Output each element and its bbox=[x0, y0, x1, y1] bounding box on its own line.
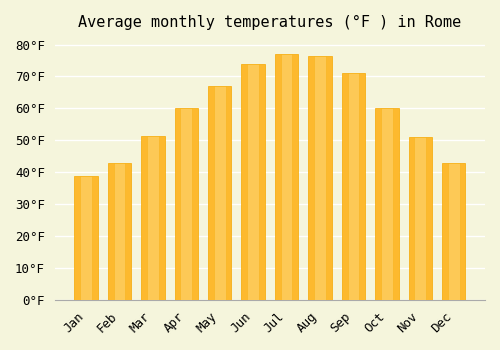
Title: Average monthly temperatures (°F ) in Rome: Average monthly temperatures (°F ) in Ro… bbox=[78, 15, 462, 30]
Bar bbox=[208, 86, 232, 300]
Bar bbox=[248, 64, 259, 300]
Bar bbox=[280, 54, 292, 300]
Bar bbox=[414, 137, 426, 300]
Bar bbox=[275, 54, 298, 300]
Bar bbox=[308, 56, 332, 300]
Bar bbox=[375, 108, 398, 300]
Bar bbox=[408, 137, 432, 300]
Bar bbox=[214, 86, 226, 300]
Bar bbox=[448, 163, 460, 300]
Bar bbox=[74, 176, 98, 300]
Bar bbox=[147, 135, 158, 300]
Bar bbox=[342, 73, 365, 300]
Bar bbox=[174, 108, 198, 300]
Bar bbox=[180, 108, 192, 300]
Bar bbox=[114, 163, 126, 300]
Bar bbox=[108, 163, 131, 300]
Bar bbox=[242, 64, 265, 300]
Bar bbox=[348, 73, 360, 300]
Bar bbox=[80, 176, 92, 300]
Bar bbox=[314, 56, 326, 300]
Bar bbox=[442, 163, 466, 300]
Bar bbox=[141, 135, 165, 300]
Bar bbox=[381, 108, 392, 300]
